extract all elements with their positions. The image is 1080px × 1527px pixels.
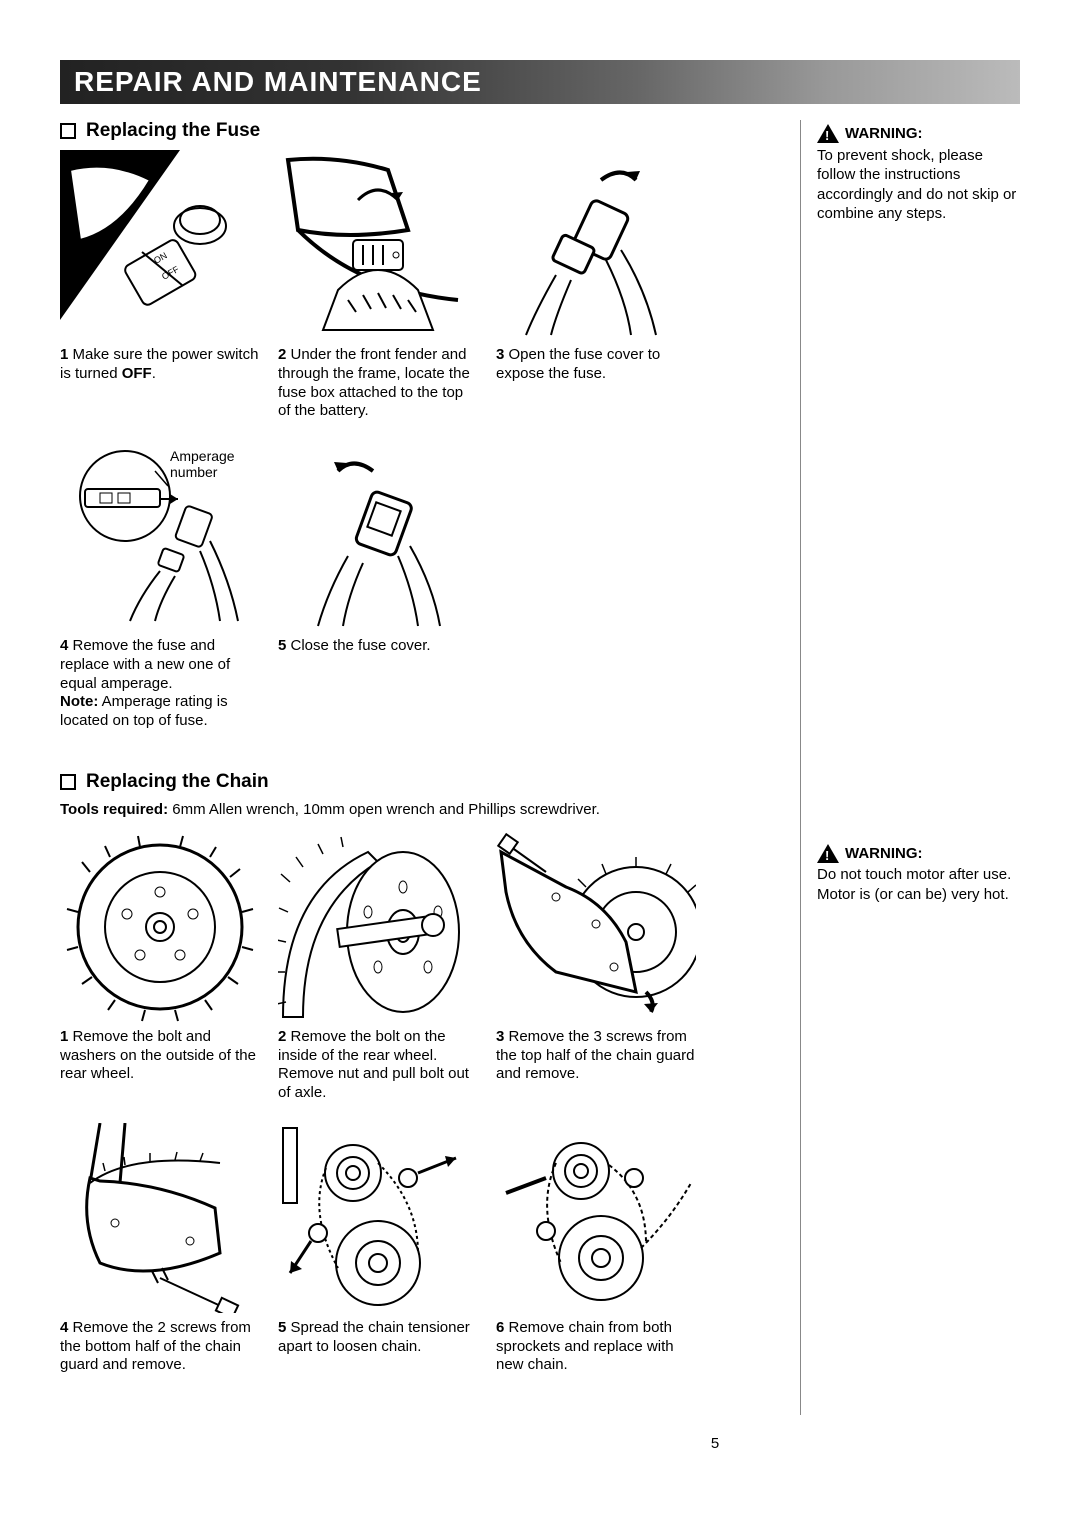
fuse-section-heading: Replacing the Fuse [60, 120, 776, 142]
fuse-steps-grid: ON OFF 1 Make sure the power switch is t… [60, 150, 776, 731]
warning-2-head: WARNING: [817, 844, 1020, 864]
step-bold-tail: OFF [122, 365, 152, 382]
step-body: Remove the 2 screws from the bottom half… [60, 1319, 251, 1374]
chain-illus-3 [496, 832, 696, 1022]
fuse-illus-4: Amperage number [60, 441, 260, 631]
step-body: Make sure the power switch is turned [60, 346, 258, 382]
fuse-step-3: 3 Open the fuse cover to expose the fuse… [496, 150, 696, 421]
chain-step-5-text: 5 Spread the chain tensioner apart to lo… [278, 1319, 478, 1357]
warning-2-text: Do not touch motor after use. Motor is (… [817, 865, 1020, 904]
fuse-illus-5 [278, 441, 478, 631]
fuse-step-1-text: 1 Make sure the power switch is turned O… [60, 346, 260, 384]
step-body: Under the front fender and through the f… [278, 346, 470, 419]
chain-step-6-text: 6 Remove chain from both sprockets and r… [496, 1319, 696, 1375]
chain-step-1-text: 1 Remove the bolt and washers on the out… [60, 1028, 260, 1084]
chain-step-3: 3 Remove the 3 screws from the top half … [496, 832, 696, 1103]
fuse-step-3-text: 3 Open the fuse cover to expose the fuse… [496, 346, 696, 384]
step-body: Open the fuse cover to expose the fuse. [496, 346, 660, 382]
checkbox-icon [60, 123, 76, 139]
chain-step-6: 6 Remove chain from both sprockets and r… [496, 1123, 696, 1375]
fuse-illus-1: ON OFF [60, 150, 260, 340]
step-body: Remove the bolt and washers on the outsi… [60, 1028, 256, 1083]
warning-2-label: WARNING: [845, 844, 923, 864]
warning-1-head: WARNING: [817, 124, 1020, 144]
chain-step-4-text: 4 Remove the 2 screws from the bottom ha… [60, 1319, 260, 1375]
fuse-step-2-text: 2 Under the front fender and through the… [278, 346, 478, 421]
fuse-step-2: 2 Under the front fender and through the… [278, 150, 478, 421]
sidebar-column: WARNING: To prevent shock, please follow… [800, 120, 1020, 1415]
tools-label: Tools required: [60, 801, 168, 818]
warning-2: WARNING: Do not touch motor after use. M… [817, 844, 1020, 905]
fuse-illus-3 [496, 150, 696, 340]
fuse-step-4-text: 4 Remove the fuse and replace with a new… [60, 637, 260, 731]
main-row: Replacing the Fuse ON OFF [60, 120, 1020, 1415]
content-column: Replacing the Fuse ON OFF [60, 120, 776, 1415]
fuse-step-1: ON OFF 1 Make sure the power switch is t… [60, 150, 260, 421]
warning-1-text: To prevent shock, please follow the inst… [817, 146, 1020, 224]
step-body: Remove the 3 screws from the top half of… [496, 1028, 694, 1083]
warning-1-label: WARNING: [845, 124, 923, 144]
chain-section-heading: Replacing the Chain [60, 771, 776, 793]
page-number: 5 [60, 1435, 1020, 1452]
chain-illus-1 [60, 832, 260, 1022]
note-label: Note: [60, 693, 98, 710]
chain-step-1: 1 Remove the bolt and washers on the out… [60, 832, 260, 1103]
chain-step-2-text: 2 Remove the bolt on the inside of the r… [278, 1028, 478, 1103]
step-body: Remove the bolt on the inside of the rea… [278, 1028, 469, 1101]
warning-icon [817, 124, 839, 143]
chain-step-4: 4 Remove the 2 screws from the bottom ha… [60, 1123, 260, 1375]
chain-illus-6 [496, 1123, 696, 1313]
fuse-step-5: 5 Close the fuse cover. [278, 441, 478, 731]
tools-text: 6mm Allen wrench, 10mm open wrench and P… [168, 801, 600, 818]
fuse-step-5-text: 5 Close the fuse cover. [278, 637, 478, 656]
svg-text:Amperage: Amperage [170, 448, 235, 464]
svg-text:number: number [170, 464, 218, 480]
step-body: Remove the fuse and replace with a new o… [60, 637, 230, 692]
chain-step-5: 5 Spread the chain tensioner apart to lo… [278, 1123, 478, 1375]
chain-step-2: 2 Remove the bolt on the inside of the r… [278, 832, 478, 1103]
chain-steps-grid: 1 Remove the bolt and washers on the out… [60, 832, 776, 1375]
fuse-heading-text: Replacing the Fuse [86, 120, 260, 142]
step-body: Spread the chain tensioner apart to loos… [278, 1319, 470, 1355]
page-title-bar: REPAIR AND MAINTENANCE [60, 60, 1020, 104]
warning-icon [817, 844, 839, 863]
step-after: . [152, 365, 156, 382]
chain-illus-2 [278, 832, 478, 1022]
chain-tools-line: Tools required: 6mm Allen wrench, 10mm o… [60, 801, 776, 818]
chain-step-3-text: 3 Remove the 3 screws from the top half … [496, 1028, 696, 1084]
chain-illus-4 [60, 1123, 260, 1313]
warning-1: WARNING: To prevent shock, please follow… [817, 124, 1020, 224]
checkbox-icon [60, 774, 76, 790]
fuse-illus-2 [278, 150, 478, 340]
chain-illus-5 [278, 1123, 478, 1313]
step-body: Close the fuse cover. [286, 637, 430, 654]
chain-heading-text: Replacing the Chain [86, 771, 269, 793]
step-body: Remove chain from both sprockets and rep… [496, 1319, 674, 1374]
fuse-step-4: Amperage number 4 Remove the fuse and re… [60, 441, 260, 731]
